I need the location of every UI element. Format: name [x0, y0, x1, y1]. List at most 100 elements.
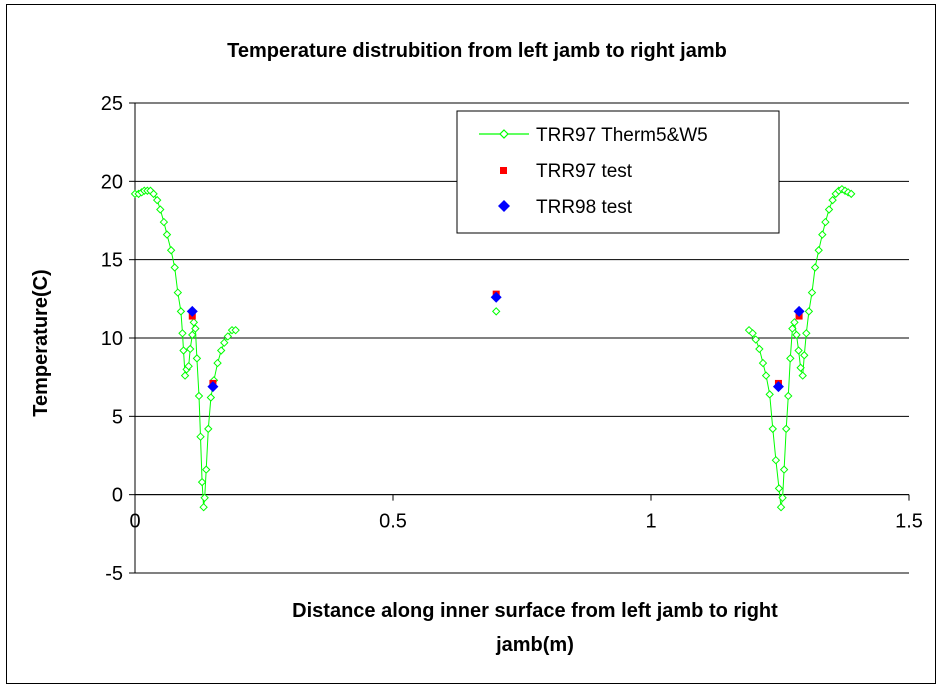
legend-label-therm: TRR97 Therm5&W5	[536, 125, 708, 146]
legend-swatch-therm-marker	[499, 129, 509, 139]
series-trr97-test	[188, 290, 803, 387]
therm-point	[814, 246, 823, 255]
legend-box	[456, 110, 780, 234]
therm-point	[778, 493, 787, 503]
therm-point	[807, 288, 817, 297]
therm-point	[162, 230, 172, 239]
legend-item-therm: TRR97 Therm5&W5	[479, 125, 708, 146]
therm-point	[180, 371, 190, 380]
x-tick-label: 0	[129, 511, 140, 533]
x-tick-label: 0.5	[379, 511, 407, 533]
therm-point	[794, 346, 803, 355]
therm-point	[197, 477, 207, 487]
therm-point	[159, 217, 169, 227]
therm-point	[184, 361, 193, 371]
therm-point	[802, 329, 811, 338]
therm-point	[761, 371, 771, 380]
y-tick-label: 15	[101, 250, 123, 272]
therm-point	[751, 335, 760, 344]
therm-point	[818, 230, 827, 239]
therm-point	[779, 465, 789, 474]
therm-point	[199, 502, 208, 512]
therm-point	[170, 263, 179, 272]
therm-point	[768, 424, 777, 434]
therm-point	[828, 195, 837, 205]
y-axis-title: Temperature(C)	[30, 269, 52, 416]
trr98-point	[490, 291, 502, 303]
x-tick-label: 1.5	[895, 511, 923, 533]
therm-point	[786, 354, 795, 363]
trr98-point	[772, 381, 784, 393]
therm-point	[179, 346, 188, 355]
therm-point	[810, 263, 820, 272]
legend: TRR97 Therm5&W5 TRR97 test TRR98 test	[456, 110, 780, 234]
therm-point	[824, 205, 834, 214]
y-tick-label: -5	[105, 563, 123, 585]
therm-point	[194, 391, 204, 401]
series-therm	[130, 184, 856, 512]
therm-point	[196, 432, 205, 441]
legend-item-trr98: TRR98 test	[498, 197, 633, 218]
y-tick-label: 5	[112, 406, 123, 428]
therm-point	[152, 195, 162, 205]
x-ticks: 0 0.5 1 1.5	[129, 494, 923, 533]
y-ticks: -5 0 5 10 15 20 25	[101, 93, 135, 585]
therm-point	[156, 205, 165, 214]
legend-swatch-trr97	[500, 167, 507, 174]
trr98-point	[207, 381, 219, 393]
y-tick-label: 10	[101, 328, 123, 350]
therm-point	[771, 455, 781, 465]
legend-item-trr97: TRR97 test	[500, 161, 633, 182]
therm-point	[192, 354, 202, 363]
therm-point	[792, 330, 801, 340]
therm-point	[758, 358, 768, 368]
x-axis-title-line1: Distance along inner surface from left j…	[292, 600, 778, 622]
therm-point	[781, 424, 791, 434]
therm-point	[220, 338, 229, 347]
trr98-point	[793, 305, 805, 317]
y-tick-label: 0	[112, 485, 123, 507]
therm-point	[748, 329, 757, 338]
therm-point	[176, 307, 186, 316]
therm-point	[804, 307, 814, 316]
therm-point	[796, 363, 805, 372]
therm-point	[178, 329, 187, 338]
therm-point	[800, 351, 809, 360]
therm-point	[200, 493, 209, 503]
legend-label-trr98: TRR98 test	[536, 197, 633, 218]
therm-point	[189, 318, 199, 327]
legend-label-trr97: TRR97 test	[536, 161, 633, 182]
therm-point	[847, 189, 856, 199]
therm-point	[788, 324, 797, 333]
chart-frame: Temperature distrubition from left jamb …	[6, 4, 936, 684]
therm-point	[204, 424, 213, 434]
therm-point	[191, 324, 200, 333]
therm-point	[188, 330, 197, 340]
therm-point	[166, 246, 176, 255]
therm-point	[755, 344, 764, 354]
therm-point	[231, 325, 240, 335]
legend-swatch-trr98	[498, 200, 510, 212]
therm-point	[202, 465, 211, 474]
therm-point	[213, 358, 222, 368]
therm-point	[774, 484, 784, 493]
chart-svg: Temperature distrubition from left jamb …	[30, 40, 923, 656]
therm-point	[790, 318, 799, 327]
therm-point	[765, 390, 774, 399]
trr98-point	[186, 305, 198, 317]
chart-title: Temperature distrubition from left jamb …	[227, 40, 727, 62]
x-tick-label: 1	[645, 511, 656, 533]
therm-point	[223, 332, 233, 341]
therm-point	[149, 189, 158, 199]
therm-point	[491, 307, 501, 316]
therm-point	[186, 344, 195, 354]
x-axis-title-line2: jamb(m)	[495, 634, 574, 656]
therm-point	[798, 371, 807, 380]
therm-point	[776, 502, 786, 512]
therm-point	[173, 288, 183, 297]
y-tick-label: 25	[101, 93, 123, 115]
y-tick-label: 20	[101, 171, 123, 193]
series-trr98-test	[186, 291, 805, 393]
therm-point	[206, 393, 216, 402]
therm-point	[216, 346, 226, 355]
